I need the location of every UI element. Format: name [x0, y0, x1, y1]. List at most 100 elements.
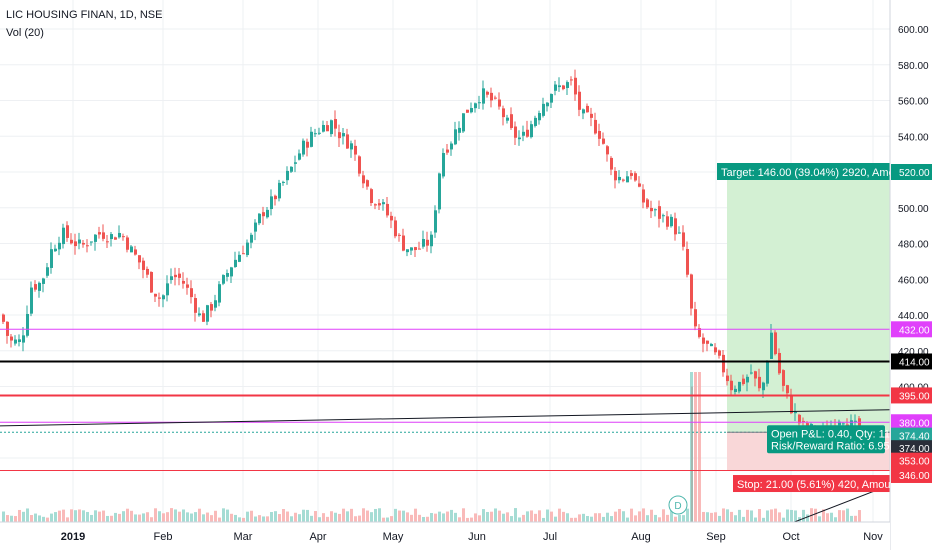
- trend-line-upper[interactable]: [0, 409, 891, 427]
- volume-bar: [462, 508, 465, 522]
- volume-bar: [834, 517, 837, 522]
- volume-bar: [382, 517, 385, 522]
- dividend-marker-icon[interactable]: [668, 495, 688, 515]
- volume-bar: [586, 516, 589, 522]
- candle-body: [718, 350, 721, 356]
- candle-body: [798, 414, 801, 424]
- candle-body: [570, 79, 573, 81]
- volume-bar: [546, 509, 549, 522]
- price-axis-badge-bg: [891, 440, 932, 457]
- volume-bar: [638, 511, 641, 522]
- volume-bar: [478, 515, 481, 522]
- volume-bar: [510, 516, 513, 522]
- candle-body: [126, 237, 129, 250]
- volume-bar: [694, 372, 697, 522]
- volume-bar: [154, 508, 157, 522]
- volume-bar: [598, 513, 601, 522]
- price-axis-tick: 440.00: [898, 311, 929, 322]
- price-axis-badge-bg: [891, 414, 932, 431]
- candle-body: [534, 117, 537, 126]
- time-axis-tick: Oct: [782, 531, 799, 543]
- volume-bar: [102, 510, 105, 522]
- candle-body: [182, 280, 185, 284]
- volume-bar: [378, 508, 381, 522]
- time-axis-tick: May: [383, 531, 404, 543]
- candle-body: [18, 339, 21, 343]
- volume-bar: [114, 512, 117, 522]
- volume-bar: [718, 515, 721, 522]
- volume-bar: [674, 516, 677, 522]
- volume-bar: [646, 515, 649, 522]
- volume-bar: [418, 514, 421, 522]
- volume-bar: [206, 512, 209, 522]
- candle-body: [446, 149, 449, 153]
- volume-bar: [38, 515, 41, 522]
- position-target-zone[interactable]: [727, 172, 890, 433]
- volume-bar: [814, 508, 817, 522]
- candle-body: [510, 114, 513, 128]
- candle-body: [646, 199, 649, 208]
- volume-bar: [606, 512, 609, 522]
- candle-body: [754, 371, 757, 379]
- candle-body: [762, 382, 765, 391]
- candle-body: [50, 249, 53, 268]
- candle-body: [150, 271, 153, 293]
- volume-bar: [242, 517, 245, 522]
- price-axis-badge-target: 520.00: [899, 168, 930, 179]
- candle-body: [310, 131, 313, 147]
- volume-bar: [774, 508, 777, 522]
- candle-body: [230, 267, 233, 277]
- time-axis-tick: Aug: [631, 531, 651, 543]
- volume-bar: [94, 510, 97, 522]
- volume-bar: [34, 513, 37, 522]
- volume-bar: [18, 509, 21, 522]
- candle-body: [506, 117, 509, 121]
- time-axis-tick: Jun: [468, 531, 486, 543]
- volume-bar: [146, 512, 149, 522]
- candle-body: [82, 242, 85, 245]
- volume-bar: [766, 510, 769, 522]
- price-axis-tick: 560.00: [898, 97, 929, 108]
- price-axis-tick: 500.00: [898, 204, 929, 215]
- volume-bar: [738, 509, 741, 522]
- volume-bar: [218, 517, 221, 522]
- candle-body: [474, 103, 477, 109]
- candle-body: [634, 173, 637, 181]
- time-axis-bg[interactable]: [0, 522, 890, 550]
- volume-bar: [238, 517, 241, 522]
- candle-body: [686, 249, 689, 275]
- volume-bar: [742, 516, 745, 522]
- volume-bar: [858, 510, 861, 522]
- volume-bar: [426, 516, 429, 522]
- volume-bar: [822, 509, 825, 522]
- volume-bar: [630, 508, 633, 522]
- volume-bar: [14, 516, 17, 522]
- candle-body: [658, 206, 661, 219]
- volume-bar: [430, 512, 433, 522]
- volume-bar: [526, 511, 529, 522]
- position-target-text: Target: 146.00 (39.04%) 2920, Amou: [721, 167, 901, 179]
- volume-bar: [338, 513, 341, 522]
- volume-bar: [366, 510, 369, 522]
- volume-bar: [82, 510, 85, 522]
- volume-bar: [254, 516, 257, 522]
- candle-body: [158, 297, 161, 299]
- position-stop-text: Stop: 21.00 (5.61%) 420, Amount: [737, 479, 900, 491]
- volume-bar: [838, 510, 841, 522]
- candle-body: [742, 378, 745, 385]
- position-info-box[interactable]: [767, 425, 885, 454]
- candle-body: [554, 84, 557, 91]
- volume-bar: [234, 514, 237, 522]
- volume-bar: [2, 511, 5, 522]
- candle-body: [122, 236, 125, 238]
- price-axis-badge-bg: [891, 452, 932, 469]
- volume-bar: [482, 509, 485, 522]
- candle-body: [522, 131, 525, 136]
- candle-body: [42, 278, 45, 284]
- position-open-pl: Open P&L: 0.40, Qty: 11: [771, 428, 890, 440]
- volume-bar: [634, 515, 637, 522]
- price-axis-tick: 540.00: [898, 132, 929, 143]
- candle-body: [294, 162, 297, 164]
